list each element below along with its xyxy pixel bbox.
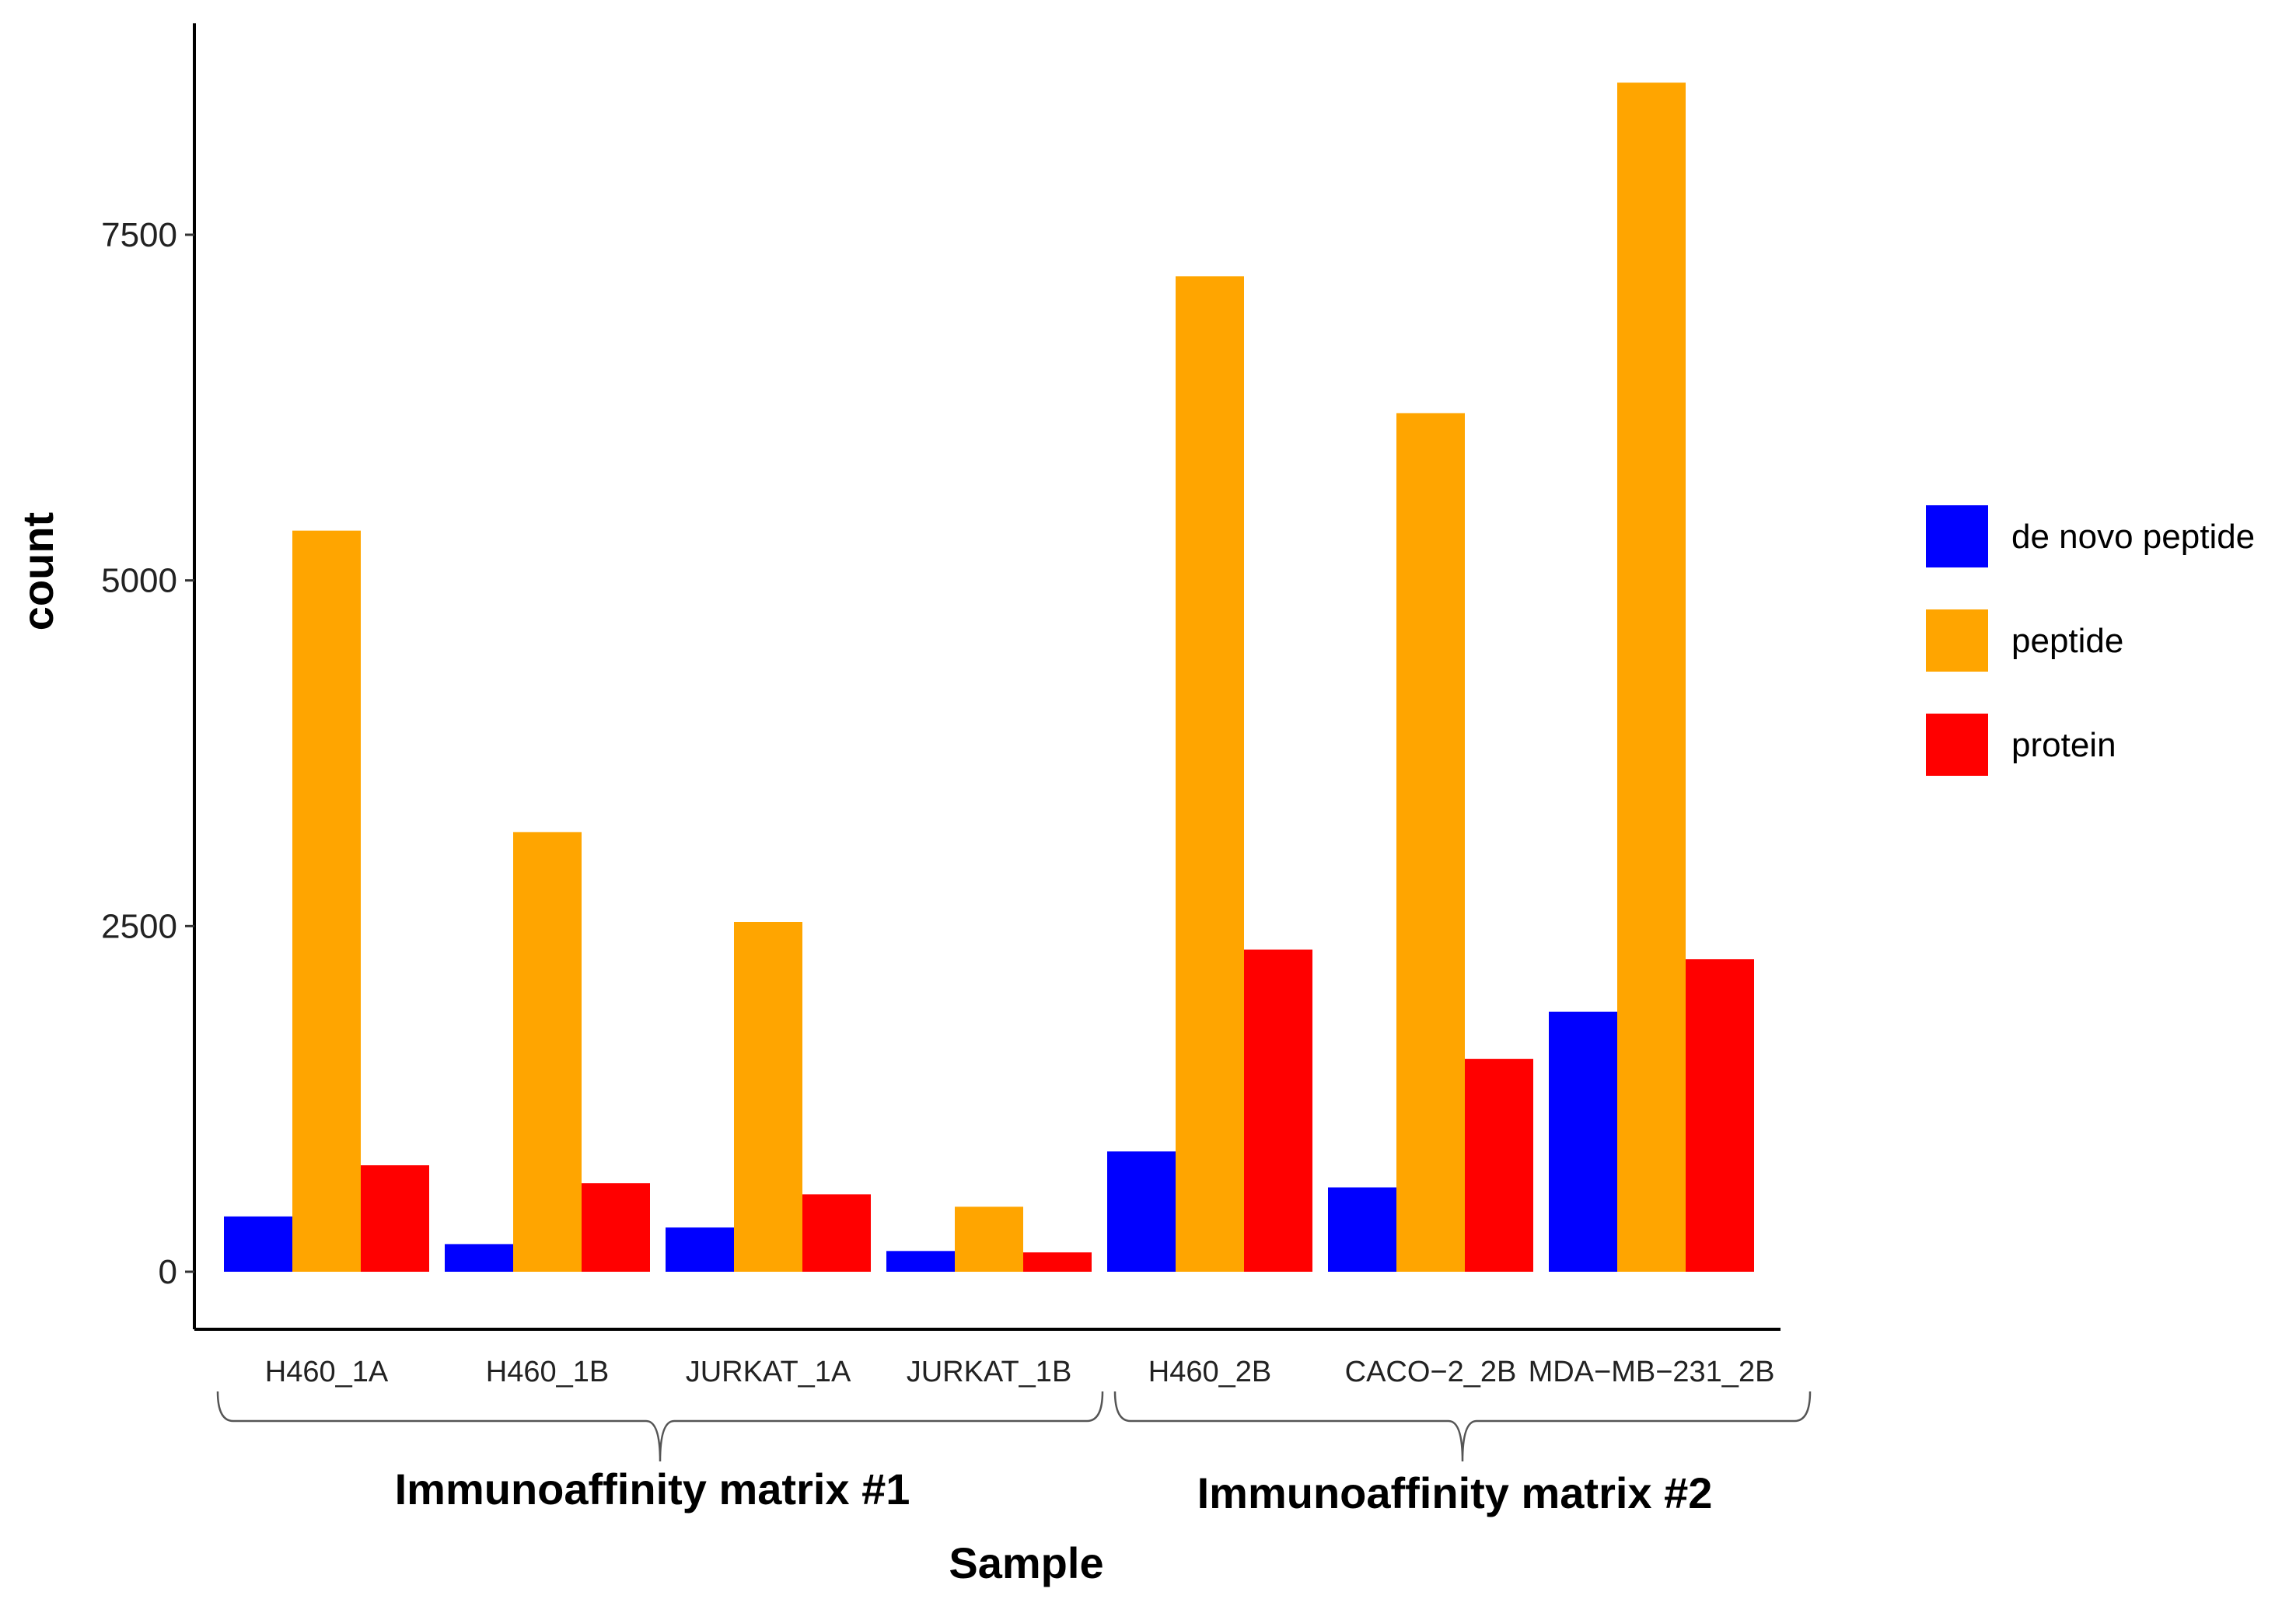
bar-de-novo-peptide-7 — [1549, 1011, 1617, 1272]
x-tick-label: JURKAT_1B — [907, 1356, 1072, 1388]
bars-layer — [224, 82, 1754, 1272]
y-axis-title: count — [13, 512, 62, 630]
bar-de-novo-peptide-5 — [1107, 1151, 1176, 1272]
bar-protein-4 — [1023, 1252, 1092, 1272]
bar-peptide-6 — [1396, 413, 1465, 1272]
bar-peptide-5 — [1176, 276, 1244, 1272]
y-tick-label: 7500 — [101, 216, 177, 254]
x-tick-label: H460_2B — [1148, 1356, 1271, 1388]
axes-layer — [193, 23, 1781, 1331]
bar-de-novo-peptide-4 — [886, 1251, 955, 1272]
legend: de novo peptide peptide protein — [1926, 505, 2255, 776]
bar-de-novo-peptide-1 — [224, 1216, 292, 1272]
legend-label: de novo peptide — [2011, 518, 2255, 556]
x-tick-label: H460_1B — [486, 1356, 609, 1388]
group-bracket — [216, 1391, 1104, 1462]
bar-peptide-4 — [955, 1206, 1023, 1272]
bar-peptide-2 — [513, 832, 582, 1272]
x-tick-label: H460_1A — [265, 1356, 389, 1388]
legend-label: peptide — [2011, 622, 2123, 660]
x-tick-label: JURKAT_1A — [686, 1356, 851, 1388]
bar-protein-2 — [582, 1183, 650, 1272]
group-bracket — [1113, 1391, 1812, 1462]
legend-swatch — [1926, 714, 1988, 776]
legend-swatch — [1926, 609, 1988, 672]
bar-de-novo-peptide-6 — [1328, 1187, 1396, 1272]
bar-protein-5 — [1244, 949, 1312, 1272]
bar-peptide-3 — [734, 921, 802, 1272]
legend-label: protein — [2011, 726, 2116, 764]
bar-protein-6 — [1465, 1059, 1533, 1272]
bar-protein-3 — [802, 1194, 871, 1272]
x-ticks-layer: H460_1A H460_1B JURKAT_1A JURKAT_1B H460_2B C… — [265, 1356, 1775, 1388]
legend-swatch — [1926, 505, 1988, 567]
x-axis-title: Sample — [949, 1538, 1103, 1587]
bar-peptide-7 — [1617, 82, 1686, 1272]
bar-peptide-1 — [292, 530, 361, 1272]
bar-de-novo-peptide-3 — [666, 1227, 734, 1272]
y-tick-label: 0 — [159, 1253, 177, 1291]
group-label: Immunoaffinity matrix #2 — [1197, 1468, 1713, 1517]
group-label: Immunoaffinity matrix #1 — [395, 1465, 910, 1514]
x-tick-label: MDA−MB−231_2B — [1529, 1356, 1775, 1388]
bar-protein-1 — [361, 1165, 429, 1272]
y-ticks-layer: 0 2500 5000 7500 — [101, 216, 194, 1291]
x-tick-label: CACO−2_2B — [1345, 1356, 1517, 1388]
group-brackets-layer: Immunoaffinity matrix #1 Immunoaffinity m… — [216, 1391, 1812, 1517]
bar-protein-7 — [1686, 959, 1754, 1272]
bar-de-novo-peptide-2 — [445, 1244, 513, 1272]
y-tick-label: 2500 — [101, 907, 177, 945]
y-tick-label: 5000 — [101, 562, 177, 600]
